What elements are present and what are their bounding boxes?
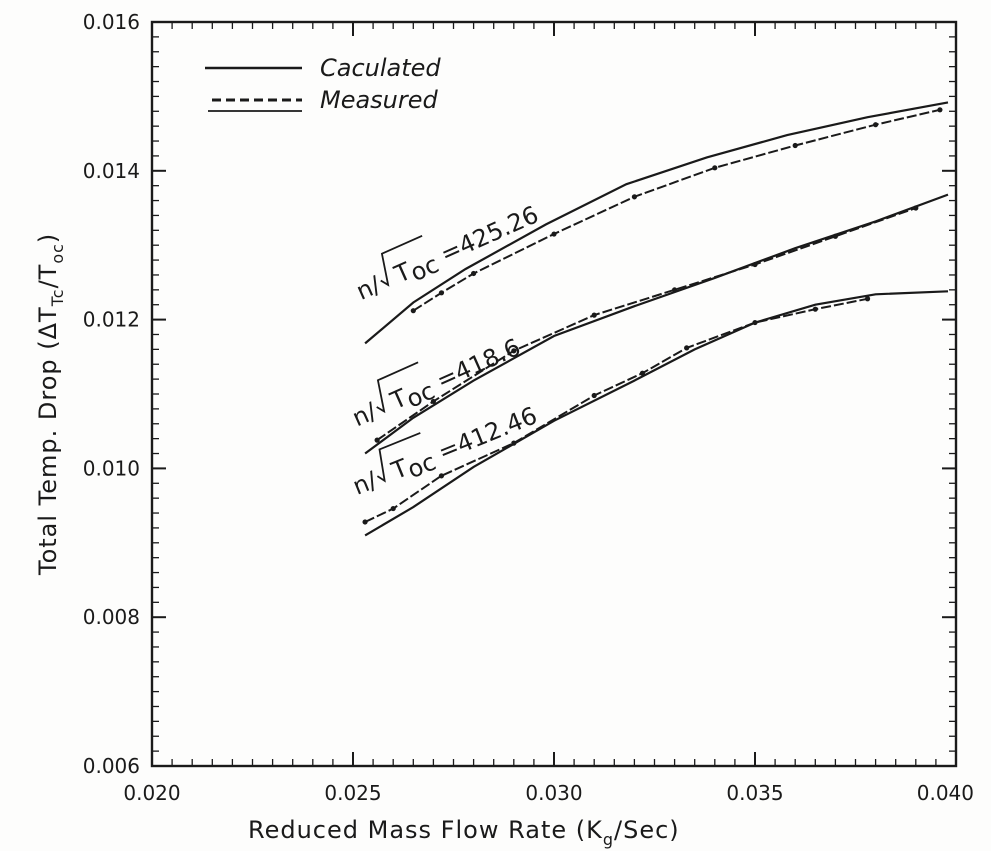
calculated-line-2 [364,193,949,455]
curve-labels: n/Toc=425.26n/Toc=418.6n/Toc=412.46 [348,200,543,501]
measured-point [390,505,396,512]
measured-point [511,440,517,446]
measured-point [374,437,380,443]
measured-point [672,287,678,293]
measured-point [712,165,718,171]
measured-point [631,194,638,200]
curve-label-value: =412.46 [434,401,541,466]
radical-sign-icon [376,361,419,414]
measured-point [792,142,798,149]
legend-calculated-label: Caculated [320,54,441,82]
measured-point [430,398,436,405]
measured-point [873,122,879,128]
curve-label-1: n/Toc=425.26 [352,200,543,305]
curve-label-prefix: n/ [352,270,386,305]
data-points [362,107,943,525]
plot-border [150,20,958,768]
x-tick-label: 0.030 [525,781,582,805]
measured-point [832,233,839,239]
measured-point [511,348,517,354]
curve-label-value: =418.6 [432,333,525,395]
y-tick-label: 0.010 [83,456,140,480]
y-tick-labels: 0.006 0.008 0.010 0.012 0.014 0.016 [83,10,140,778]
calculated-line-1 [364,101,949,345]
measured-point [591,392,597,399]
legend-measured-label: Measured [320,86,439,114]
measured-point [471,270,477,277]
measured-point [752,261,758,268]
measured-point [864,296,871,302]
y-tick-label: 0.014 [83,159,140,183]
radical-sign-icon [380,235,423,287]
measured-point [752,319,758,326]
measured-point [639,370,646,376]
y-tick-label: 0.016 [83,10,140,34]
measured-point [812,306,818,312]
x-tick-label: 0.035 [726,781,783,805]
x-axis-title: Reduced Mass Flow Rate (Kg/Sec) [248,816,680,849]
measured-point [410,308,416,314]
radical-sign-icon [376,432,421,483]
y-tick-label: 0.008 [83,605,140,629]
x-tick-label: 0.020 [123,781,180,805]
measured-point [684,345,690,351]
x-tick-label: 0.040 [917,781,974,805]
measured-point [913,205,919,211]
measured-point [438,473,445,479]
calculated-line-3 [364,290,949,537]
series-lines [364,101,949,537]
measured-line-3 [364,297,868,523]
measured-point [937,107,943,113]
x-tick-label: 0.025 [324,781,381,805]
measured-line-2 [376,207,917,441]
y-tick-label: 0.006 [83,754,140,778]
x-tick-labels: 0.020 0.025 0.030 0.035 0.040 [123,781,974,805]
curve-label-prefix: n/ [349,466,382,501]
measured-point [551,231,557,237]
measured-point [591,312,597,318]
measured-point [438,290,445,296]
y-axis-title: Total Temp. Drop (ΔTTc/Toc) [34,233,67,576]
measured-line-1 [412,108,941,312]
tick-marks [151,21,957,767]
y-tick-label: 0.012 [83,308,140,332]
axes-frame [150,20,958,768]
measured-point [362,519,368,525]
legend: Caculated Measured [205,54,441,114]
curve-label-prefix: n/ [348,397,382,432]
